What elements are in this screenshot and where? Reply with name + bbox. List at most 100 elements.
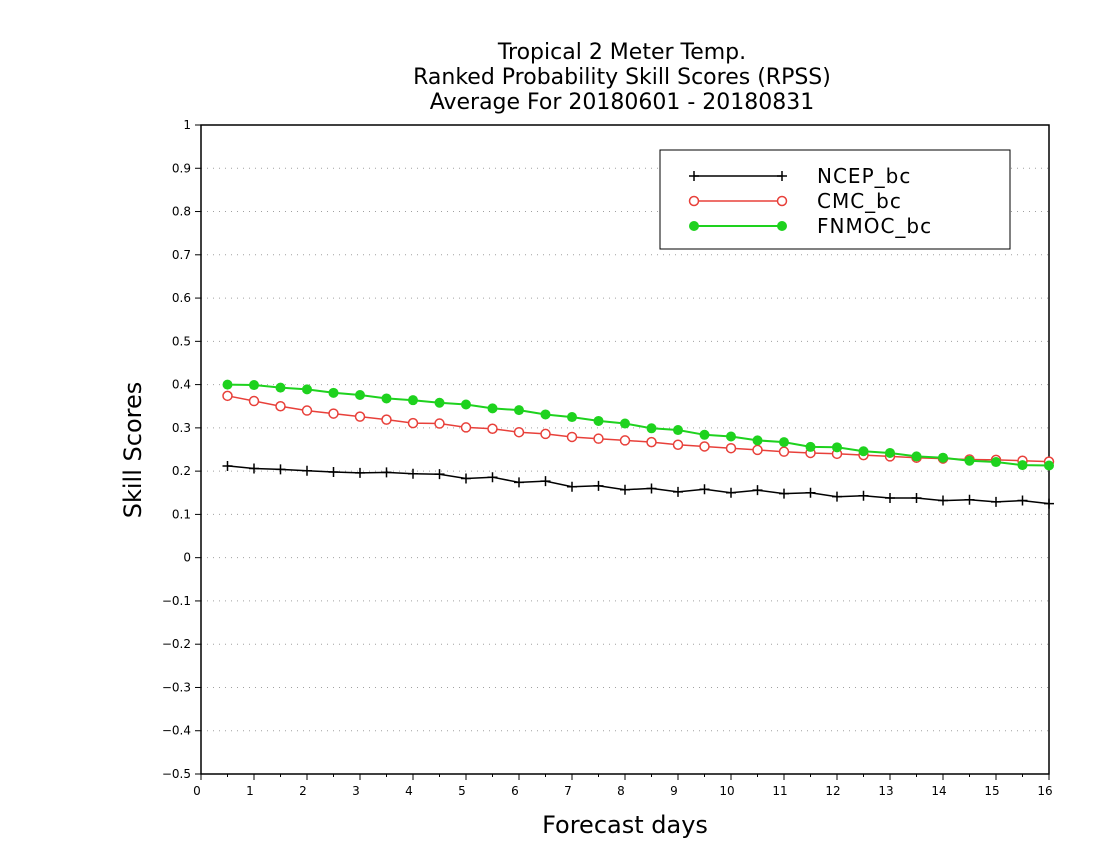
data-point: [302, 384, 312, 395]
x-tick-label: 2: [299, 784, 307, 798]
data-point: [407, 417, 419, 429]
data-point: [991, 457, 1001, 468]
title-line-2: Ranked Probability Skill Scores (RPSS): [413, 65, 831, 90]
data-point: [275, 400, 286, 412]
data-point: [619, 435, 631, 446]
x-tick-label: 6: [511, 784, 519, 798]
data-point: [725, 442, 737, 454]
x-tick-label: 9: [670, 784, 678, 798]
data-point: [1044, 460, 1054, 471]
data-point: [991, 496, 1001, 507]
data-point: [434, 397, 445, 408]
ticks-layer: −0.5 −0.4 −0.3 −0.2 −0.1 0 0.1 0.2 0.3 0.4 0.5 0.6 0…: [162, 118, 1053, 798]
data-point: [964, 455, 975, 466]
x-axis-title: Forecast days: [542, 811, 708, 839]
x-tick-label: 14: [931, 784, 946, 798]
data-point: [1017, 460, 1028, 471]
x-tick-label: 11: [772, 784, 787, 798]
data-point: [460, 422, 472, 433]
y-tick-label: 0.9: [172, 161, 191, 175]
data-point: [832, 442, 842, 453]
data-point: [461, 473, 471, 484]
data-point: [752, 485, 763, 496]
data-point: [487, 423, 498, 434]
data-point: [699, 441, 710, 452]
title-line-3: Average For 20180601 - 20180831: [430, 90, 815, 115]
data-point: [461, 399, 471, 410]
data-point: [408, 395, 418, 406]
series-line: [227, 465, 1050, 505]
data-point: [885, 447, 895, 458]
y-tick-label: 0.3: [172, 421, 191, 435]
y-tick-label: −0.4: [162, 724, 191, 738]
y-tick-label: −0.2: [162, 637, 191, 651]
x-tick-label: 13: [878, 784, 893, 798]
data-point: [381, 414, 392, 425]
x-tick-label: 15: [984, 784, 999, 798]
series-NCEP_bc: [222, 460, 1054, 509]
data-point: [222, 390, 233, 402]
data-point: [514, 477, 524, 488]
data-point: [487, 472, 498, 483]
data-point: [354, 411, 366, 422]
data-point: [514, 405, 524, 416]
legend-label: FNMOC_bc: [817, 214, 932, 238]
data-point: [620, 418, 630, 429]
chart-title: Tropical 2 Meter Temp. Ranked Probabilit…: [413, 40, 831, 115]
x-tick-label: 4: [405, 784, 413, 798]
data-point: [275, 382, 286, 393]
data-point: [752, 444, 763, 456]
data-point: [408, 468, 418, 479]
data-point: [778, 446, 790, 457]
legend-box: [659, 149, 1011, 250]
data-point: [911, 492, 922, 503]
data-point: [567, 412, 577, 423]
data-point: [964, 494, 975, 505]
data-point: [688, 195, 700, 207]
y-tick-label: 0.4: [172, 378, 191, 392]
data-point: [540, 409, 551, 420]
data-point: [689, 171, 699, 181]
data-point: [328, 408, 339, 419]
data-point: [938, 495, 948, 506]
data-point: [434, 418, 445, 429]
data-point: [776, 195, 788, 207]
title-line-1: Tropical 2 Meter Temp.: [497, 40, 746, 65]
data-point: [726, 431, 736, 442]
series-line: [227, 383, 1050, 467]
series-FNMOC_bc: [222, 379, 1054, 471]
data-point: [699, 484, 710, 495]
data-point: [328, 387, 339, 398]
y-tick-label: 1: [183, 118, 191, 132]
data-point: [249, 380, 259, 391]
data-point: [858, 446, 869, 457]
legend-entry: NCEP_bc: [689, 164, 911, 188]
data-point: [540, 428, 551, 440]
data-point: [777, 221, 787, 231]
data-point: [593, 433, 604, 444]
y-tick-label: −0.5: [162, 767, 191, 781]
x-tick-label: 12: [825, 784, 840, 798]
x-tick-label: 7: [564, 784, 572, 798]
data-point: [487, 403, 498, 414]
legend-label: NCEP_bc: [817, 164, 911, 188]
y-tick-label: 0.6: [172, 291, 191, 305]
data-point: [805, 441, 816, 452]
data-point: [699, 429, 710, 440]
data-point: [832, 491, 842, 502]
legend-label: CMC_bc: [817, 189, 902, 213]
series-layer: [222, 379, 1055, 509]
data-point: [355, 467, 365, 478]
y-tick-label: 0.5: [172, 334, 191, 348]
data-point: [1044, 498, 1054, 509]
data-point: [938, 452, 948, 463]
data-point: [301, 405, 313, 416]
data-point: [222, 379, 233, 390]
data-point: [673, 486, 683, 497]
data-point: [355, 389, 365, 400]
x-tick-label: 1: [246, 784, 254, 798]
data-point: [540, 476, 551, 487]
data-point: [805, 487, 816, 498]
